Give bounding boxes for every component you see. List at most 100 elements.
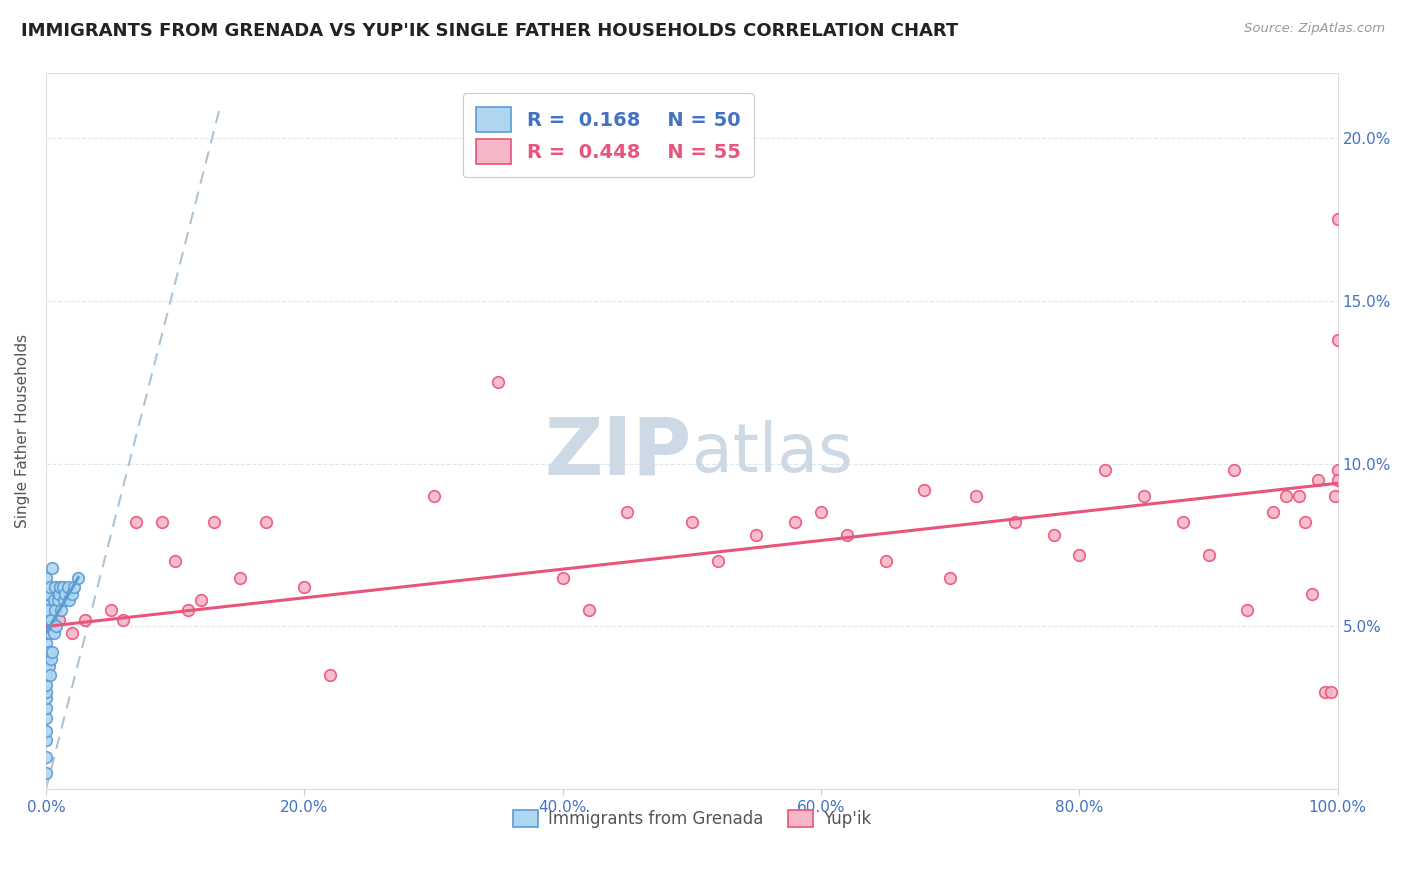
Point	[35, 710, 58, 724]
Point	[1326, 333, 1348, 347]
Point	[41, 645, 63, 659]
Point	[875, 554, 897, 568]
Point	[35, 603, 58, 617]
Point	[52, 580, 75, 594]
Point	[38, 580, 60, 594]
Point	[785, 515, 807, 529]
Point	[35, 645, 58, 659]
Point	[292, 580, 315, 594]
Point	[1275, 489, 1298, 503]
Point	[46, 593, 69, 607]
Point	[1004, 515, 1026, 529]
Point	[39, 652, 62, 666]
Point	[578, 603, 600, 617]
Point	[35, 619, 58, 633]
Point	[35, 626, 58, 640]
Point	[1326, 473, 1348, 487]
Text: atlas: atlas	[692, 419, 853, 485]
Point	[53, 593, 76, 607]
Point	[63, 580, 86, 594]
Point	[35, 691, 58, 706]
Point	[1069, 548, 1091, 562]
Point	[42, 593, 65, 607]
Point	[1320, 684, 1343, 698]
Point	[319, 668, 342, 682]
Point	[56, 580, 79, 594]
Point	[38, 626, 60, 640]
Point	[1313, 684, 1336, 698]
Point	[1326, 212, 1348, 227]
Point	[60, 587, 83, 601]
Point	[254, 515, 277, 529]
Point	[1171, 515, 1194, 529]
Text: IMMIGRANTS FROM GRENADA VS YUP'IK SINGLE FATHER HOUSEHOLDS CORRELATION CHART: IMMIGRANTS FROM GRENADA VS YUP'IK SINGLE…	[21, 22, 959, 40]
Point	[810, 506, 832, 520]
Point	[1133, 489, 1156, 503]
Point	[100, 603, 122, 617]
Point	[422, 489, 444, 503]
Point	[35, 733, 58, 747]
Point	[681, 515, 703, 529]
Point	[67, 571, 90, 585]
Point	[35, 652, 58, 666]
Point	[37, 619, 59, 633]
Point	[35, 619, 58, 633]
Text: Source: ZipAtlas.com: Source: ZipAtlas.com	[1244, 22, 1385, 36]
Point	[616, 506, 638, 520]
Point	[37, 603, 59, 617]
Point	[51, 603, 73, 617]
Point	[486, 376, 509, 390]
Point	[60, 626, 83, 640]
Point	[41, 561, 63, 575]
Point	[35, 613, 58, 627]
Point	[177, 603, 200, 617]
Point	[1263, 506, 1285, 520]
Point	[1236, 603, 1258, 617]
Point	[35, 678, 58, 692]
Point	[229, 571, 252, 585]
Point	[35, 587, 58, 601]
Point	[35, 723, 58, 738]
Point	[745, 528, 768, 542]
Point	[35, 749, 58, 764]
Point	[912, 483, 935, 497]
Point	[965, 489, 987, 503]
Point	[190, 593, 212, 607]
Point	[38, 668, 60, 682]
Point	[1301, 587, 1323, 601]
Point	[1223, 463, 1246, 477]
Point	[38, 645, 60, 659]
Point	[551, 571, 574, 585]
Point	[150, 515, 173, 529]
Point	[39, 613, 62, 627]
Point	[35, 658, 58, 673]
Point	[38, 658, 60, 673]
Point	[42, 626, 65, 640]
Point	[35, 626, 58, 640]
Point	[1042, 528, 1064, 542]
Point	[125, 515, 148, 529]
Point	[35, 593, 58, 607]
Point	[202, 515, 225, 529]
Legend: Immigrants from Grenada, Yup'ik: Immigrants from Grenada, Yup'ik	[506, 803, 877, 835]
Point	[35, 766, 58, 780]
Point	[44, 603, 66, 617]
Point	[1094, 463, 1116, 477]
Point	[1326, 463, 1348, 477]
Point	[35, 684, 58, 698]
Point	[1288, 489, 1310, 503]
Point	[112, 613, 135, 627]
Point	[35, 593, 58, 607]
Text: ZIP: ZIP	[544, 414, 692, 491]
Y-axis label: Single Father Households: Single Father Households	[15, 334, 30, 528]
Point	[35, 636, 58, 650]
Point	[1308, 473, 1330, 487]
Point	[49, 580, 72, 594]
Point	[53, 587, 76, 601]
Point	[48, 613, 70, 627]
Point	[939, 571, 962, 585]
Point	[835, 528, 858, 542]
Point	[35, 668, 58, 682]
Point	[73, 613, 96, 627]
Point	[35, 571, 58, 585]
